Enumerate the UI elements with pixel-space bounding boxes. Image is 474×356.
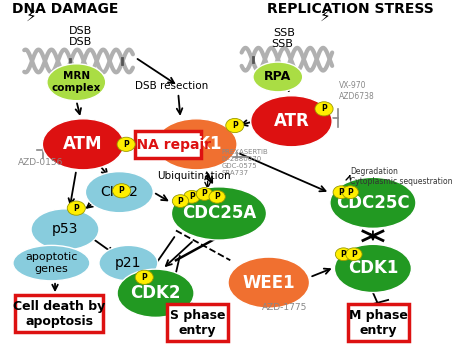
Text: P: P	[232, 121, 237, 130]
Text: SSB: SSB	[272, 39, 293, 49]
Text: P: P	[201, 189, 207, 198]
Circle shape	[67, 201, 85, 215]
Ellipse shape	[228, 257, 310, 308]
Text: S phase
entry: S phase entry	[170, 309, 225, 336]
Text: Degradation
Cytoplasmic sequestration: Degradation Cytoplasmic sequestration	[350, 167, 453, 186]
Text: REPLICATION STRESS: REPLICATION STRESS	[267, 2, 434, 16]
Text: ⚡: ⚡	[26, 9, 36, 24]
Circle shape	[335, 248, 352, 261]
Circle shape	[209, 190, 225, 203]
Ellipse shape	[13, 245, 90, 281]
Ellipse shape	[172, 187, 266, 240]
FancyBboxPatch shape	[15, 295, 103, 332]
Circle shape	[342, 186, 358, 199]
Ellipse shape	[47, 64, 106, 101]
Text: DSB: DSB	[69, 37, 92, 47]
Text: WEE1: WEE1	[243, 274, 295, 292]
Text: Ubiquitination: Ubiquitination	[157, 171, 231, 181]
Circle shape	[112, 184, 131, 198]
Circle shape	[117, 137, 135, 151]
FancyBboxPatch shape	[348, 304, 409, 341]
Text: P: P	[351, 250, 357, 259]
Text: DSB: DSB	[69, 26, 92, 36]
Text: M phase
entry: M phase entry	[349, 309, 408, 336]
Text: CHK1: CHK1	[171, 135, 221, 153]
Text: PREXASERTIB
LY-2880070
GDC-0575
SRA737: PREXASERTIB LY-2880070 GDC-0575 SRA737	[221, 148, 268, 176]
Circle shape	[135, 270, 153, 284]
Text: P: P	[214, 192, 220, 201]
Text: DSB resection: DSB resection	[135, 81, 208, 91]
Text: AZD-0156: AZD-0156	[18, 158, 63, 167]
Text: P: P	[338, 188, 344, 197]
Text: ATR: ATR	[273, 112, 310, 130]
Text: Cell death by
apoptosis: Cell death by apoptosis	[13, 300, 105, 328]
Text: DNA repair: DNA repair	[125, 138, 211, 152]
Circle shape	[183, 190, 200, 203]
Text: p53: p53	[52, 222, 78, 236]
Text: apoptotic
genes: apoptotic genes	[25, 252, 78, 274]
Text: P: P	[189, 192, 195, 201]
Text: CDK1: CDK1	[348, 260, 398, 277]
Text: MRN
complex: MRN complex	[52, 72, 101, 93]
Circle shape	[173, 195, 189, 208]
Text: P: P	[118, 186, 125, 195]
Text: P: P	[73, 204, 79, 213]
Text: CDC25A: CDC25A	[182, 204, 256, 222]
Text: ⚡: ⚡	[320, 9, 331, 24]
FancyBboxPatch shape	[167, 304, 228, 341]
Circle shape	[346, 248, 362, 261]
Text: RPA: RPA	[264, 70, 292, 83]
Text: DNA DAMAGE: DNA DAMAGE	[12, 2, 118, 16]
Text: P: P	[347, 188, 353, 197]
Ellipse shape	[335, 244, 411, 293]
Text: p21: p21	[115, 256, 142, 270]
Text: SSB: SSB	[273, 28, 296, 38]
Text: ATM: ATM	[64, 135, 103, 153]
Text: VX-970
AZD6738: VX-970 AZD6738	[339, 82, 375, 101]
Ellipse shape	[330, 177, 416, 228]
Circle shape	[196, 188, 213, 200]
Ellipse shape	[253, 62, 303, 92]
Ellipse shape	[251, 96, 332, 147]
Text: P: P	[341, 250, 346, 259]
Text: CDC25C: CDC25C	[336, 194, 410, 212]
Ellipse shape	[85, 172, 153, 213]
Text: CHK2: CHK2	[100, 185, 138, 199]
Ellipse shape	[117, 269, 194, 317]
Ellipse shape	[155, 119, 237, 170]
Text: CDK2: CDK2	[130, 284, 181, 302]
Text: P: P	[141, 273, 147, 282]
Text: P: P	[178, 197, 183, 205]
Ellipse shape	[99, 245, 158, 281]
Ellipse shape	[42, 119, 124, 170]
FancyBboxPatch shape	[135, 131, 201, 158]
Circle shape	[226, 119, 244, 132]
Ellipse shape	[31, 209, 99, 250]
Circle shape	[315, 102, 333, 116]
Text: AZD-1775: AZD-1775	[262, 303, 307, 312]
Text: P: P	[123, 140, 129, 149]
Circle shape	[333, 186, 349, 199]
Text: P: P	[321, 104, 327, 113]
